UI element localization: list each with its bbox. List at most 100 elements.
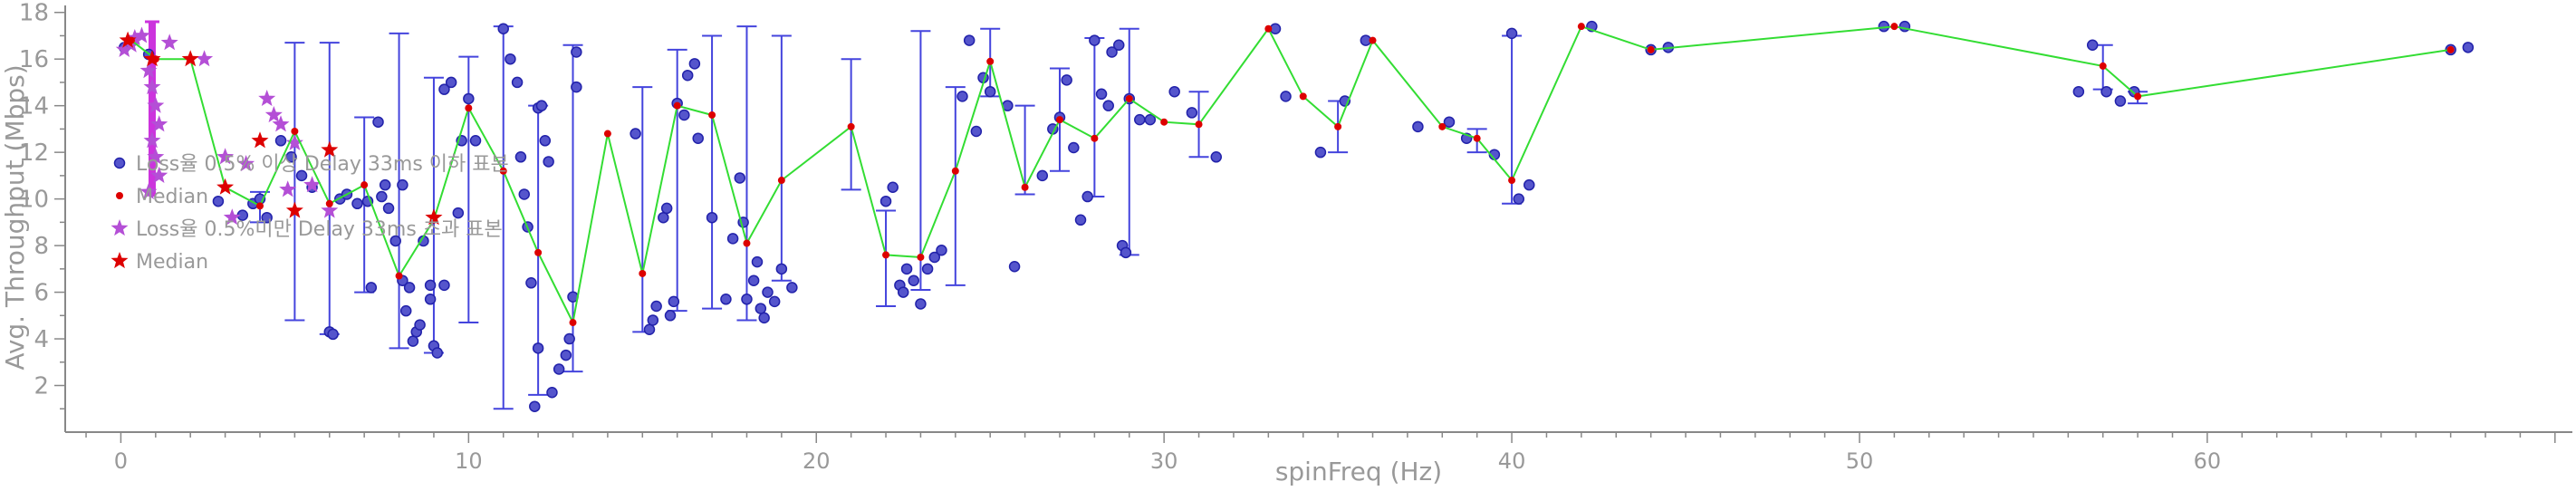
star-sample-point xyxy=(216,148,235,165)
star-sample-point xyxy=(132,26,150,43)
sample-point xyxy=(921,263,934,275)
median-point xyxy=(1473,134,1481,142)
sample-point xyxy=(751,255,764,268)
median-points xyxy=(119,23,2455,327)
sample-point xyxy=(768,295,781,308)
x-tick-label: 40 xyxy=(1498,448,1526,474)
sample-point xyxy=(2462,42,2475,53)
median-point xyxy=(1647,45,1655,53)
sample-point xyxy=(1443,116,1456,128)
sample-point xyxy=(407,335,419,347)
sample-point xyxy=(497,23,509,34)
star-sample-point xyxy=(143,78,161,95)
sample-point xyxy=(786,282,798,294)
sample-point xyxy=(1513,193,1524,205)
legend-star-marker xyxy=(111,252,129,269)
sample-point xyxy=(505,53,516,65)
sample-point xyxy=(1134,113,1146,126)
y-tick-label: 16 xyxy=(19,46,49,73)
star-median-point xyxy=(143,50,161,67)
star-sample-point xyxy=(279,180,297,197)
median-point xyxy=(1091,134,1099,142)
sample-point xyxy=(643,323,656,336)
sample-point xyxy=(571,46,582,58)
sample-point xyxy=(956,91,968,102)
error-bars xyxy=(249,25,2148,410)
legend-label: Median xyxy=(136,251,208,274)
sample-point xyxy=(469,135,482,147)
median-point xyxy=(743,239,751,247)
sample-point xyxy=(887,181,899,194)
median-point xyxy=(639,269,647,277)
sample-point xyxy=(424,294,437,305)
sample-point xyxy=(734,172,746,184)
sample-point xyxy=(261,211,273,224)
median-point xyxy=(1577,23,1585,31)
y-tick-label: 10 xyxy=(19,187,49,214)
sample-point xyxy=(1120,246,1132,259)
x-tick-label: 10 xyxy=(455,448,483,474)
sample-point xyxy=(970,125,983,138)
star-sample-point xyxy=(139,182,158,199)
sample-point xyxy=(212,195,225,207)
sample-point xyxy=(525,277,537,289)
sample-point xyxy=(1210,151,1222,163)
sample-point xyxy=(706,211,718,224)
sample-point xyxy=(741,294,753,305)
star-sample-point xyxy=(139,62,158,79)
blue-sample-points xyxy=(119,20,2475,412)
median-point xyxy=(1299,92,1307,101)
y-tick-label: 6 xyxy=(34,280,49,307)
sample-point xyxy=(1068,141,1080,154)
median-point xyxy=(1195,120,1203,129)
median-point xyxy=(291,127,299,135)
sample-point xyxy=(1505,27,1518,40)
sample-point xyxy=(758,312,770,324)
median-point xyxy=(882,251,890,259)
median-point xyxy=(1160,118,1168,126)
sample-point xyxy=(1314,146,1327,159)
median-point xyxy=(255,202,264,210)
sample-point xyxy=(963,34,976,46)
sample-point xyxy=(274,135,287,147)
median-line xyxy=(130,24,2451,326)
sample-point xyxy=(1102,100,1114,111)
x-tick-label: 20 xyxy=(803,448,831,474)
median-point xyxy=(2134,92,2142,101)
sample-point xyxy=(571,81,582,93)
sample-point xyxy=(285,151,297,163)
sample-point xyxy=(379,178,391,191)
sample-point xyxy=(327,328,339,341)
sample-point xyxy=(546,386,558,399)
star-sample-point xyxy=(150,166,168,183)
x-tick-label: 30 xyxy=(1150,448,1178,474)
star-sample-point xyxy=(272,115,290,132)
star-median-point xyxy=(181,50,199,67)
legend-label: Median xyxy=(136,186,208,208)
sample-point xyxy=(660,202,673,215)
sample-point xyxy=(351,197,363,210)
sample-point xyxy=(431,347,444,359)
sample-point xyxy=(452,207,465,219)
sample-point xyxy=(518,188,531,200)
legend-label: Loss율 0.5%미만 Delay 33ms 초과 표본 xyxy=(136,218,503,241)
axes: 0 10 20 30 40 50 60 2 4 6 8 10 12 14 16 18 xyxy=(19,0,2572,474)
star-sample-point xyxy=(237,155,255,172)
y-tick-label: 18 xyxy=(19,0,49,27)
sample-point xyxy=(414,319,426,331)
legend: Loss율 0.5% 이상 Delay 33ms 이하 표본 Median Loss… xyxy=(111,153,509,274)
star-sample-point xyxy=(223,208,241,226)
star-sample-point xyxy=(264,106,283,123)
star-median-point xyxy=(251,131,269,149)
median-point xyxy=(603,130,611,138)
sample-point xyxy=(1186,107,1198,119)
star-sample-point xyxy=(196,50,214,67)
median-point xyxy=(1264,24,1273,33)
sample-point xyxy=(1144,113,1157,126)
sample-point xyxy=(1113,39,1125,52)
sample-point xyxy=(692,132,704,144)
sample-point xyxy=(1089,34,1101,46)
star-median-point xyxy=(216,178,235,195)
star-sample-point xyxy=(143,131,161,149)
